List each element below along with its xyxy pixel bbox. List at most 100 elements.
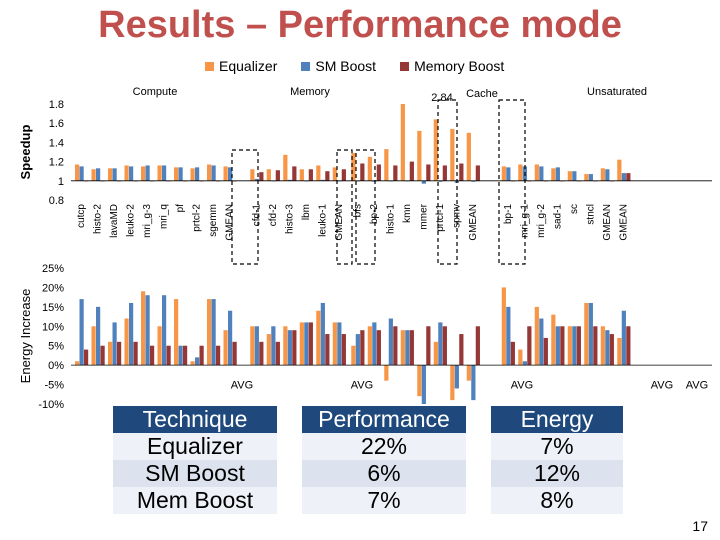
speedup-tick-label: 1 — [58, 176, 64, 188]
energy-bar — [593, 326, 598, 366]
energy-tick-label: 20% — [42, 282, 64, 294]
energy-bar — [216, 345, 221, 366]
energy-bar — [292, 330, 297, 366]
speedup-bar — [400, 104, 405, 181]
energy-bar — [372, 322, 377, 366]
energy-bar — [351, 345, 356, 366]
category-label: bp-1 — [503, 204, 514, 224]
energy-bar — [84, 349, 89, 366]
category-label: GMEAN — [618, 204, 629, 241]
speedup-bar — [501, 166, 506, 181]
gmean-highlight-box — [355, 149, 376, 265]
category-label: sad-1 — [552, 204, 563, 229]
energy-bar — [475, 326, 480, 366]
category-label: leuko-2 — [126, 204, 137, 237]
energy-bar — [166, 345, 171, 366]
energy-bar — [100, 345, 105, 366]
speedup-bar — [393, 165, 398, 181]
energy-bar — [506, 306, 511, 366]
speedup-bar — [584, 174, 589, 181]
category-label: GMEAN — [602, 204, 613, 241]
energy-bar — [141, 291, 146, 366]
energy-bar — [162, 295, 167, 366]
energy-bar — [304, 322, 309, 366]
energy-bar — [232, 341, 237, 366]
speedup-bar — [292, 166, 297, 181]
energy-avg-label: AVG — [651, 379, 673, 391]
energy-bar — [522, 361, 527, 366]
category-label: cfd-2 — [268, 204, 279, 227]
energy-bar — [417, 365, 422, 397]
energy-bar — [617, 337, 622, 366]
energy-bar — [501, 287, 506, 366]
summary-cell-performance: 6% — [302, 460, 466, 487]
energy-bar — [195, 357, 200, 366]
energy-bar — [211, 299, 216, 366]
energy-bar — [609, 334, 614, 366]
speedup-bar — [325, 171, 330, 181]
speedup-bar — [266, 169, 271, 181]
speedup-bar — [141, 166, 146, 181]
energy-bar — [466, 365, 471, 381]
speedup-bar — [129, 166, 134, 181]
summary-row-equalizer: Equalizer 22% 7% — [113, 433, 623, 460]
legend-item-equalizer: Equalizer — [205, 58, 277, 74]
speedup-bar — [283, 154, 288, 181]
speedup-bar — [157, 165, 162, 181]
gmean-highlight-box — [437, 99, 458, 265]
energy-bar — [600, 326, 605, 366]
energy-tick-label: 0% — [48, 360, 64, 372]
category-label: bp-2 — [369, 204, 380, 224]
energy-bar — [190, 361, 195, 366]
energy-bar — [605, 330, 610, 366]
energy-bar — [626, 326, 631, 366]
legend-item-sm-boost: SM Boost — [301, 58, 376, 74]
category-label: mri_g-3 — [142, 204, 153, 238]
energy-bar — [79, 299, 84, 366]
energy-bar — [341, 334, 346, 366]
speedup-bar — [360, 163, 365, 181]
energy-axis-title: Energy Increase — [18, 289, 33, 384]
category-label: GMEAN — [334, 204, 345, 241]
energy-bar — [150, 345, 155, 366]
speedup-bar — [506, 167, 511, 181]
energy-bar — [337, 322, 342, 366]
energy-bar — [133, 341, 138, 366]
energy-bar — [199, 345, 204, 366]
energy-bar — [621, 310, 626, 366]
energy-bar — [409, 330, 414, 366]
category-label: lbm — [301, 204, 312, 220]
energy-bar — [174, 299, 179, 366]
category-label: sc — [569, 204, 580, 214]
energy-bar — [567, 326, 572, 366]
speedup-bar — [438, 180, 443, 182]
speedup-callout: 2.84 — [431, 92, 452, 104]
energy-bar — [287, 330, 292, 366]
page-number: 17 — [692, 518, 708, 534]
speedup-bar — [332, 167, 337, 181]
speedup-bar — [475, 165, 480, 181]
summary-cell-energy: 7% — [491, 433, 623, 460]
energy-tick-label: 15% — [42, 302, 64, 314]
legend-swatch-equalizer — [205, 61, 214, 71]
legend-label-equalizer: Equalizer — [219, 58, 278, 74]
energy-bar — [376, 330, 381, 366]
category-label: sgemm — [208, 204, 219, 237]
energy-bar — [442, 326, 447, 366]
speedup-bar — [320, 179, 325, 181]
group-label: Memory — [290, 86, 330, 98]
energy-bar — [510, 341, 515, 366]
energy-avg-label: AVG — [351, 379, 373, 391]
energy-bar — [584, 302, 589, 366]
speedup-bar — [617, 159, 622, 181]
energy-bar — [271, 326, 276, 366]
speedup-bar — [426, 164, 431, 181]
speedup-tick-label: 1.2 — [49, 157, 64, 169]
speedup-bar — [466, 132, 471, 181]
energy-tick-label: -10% — [38, 399, 64, 411]
energy-tick-label: 10% — [42, 321, 64, 333]
speedup-bar — [459, 163, 464, 181]
speedup-bar — [384, 149, 389, 181]
energy-bar — [259, 341, 264, 366]
